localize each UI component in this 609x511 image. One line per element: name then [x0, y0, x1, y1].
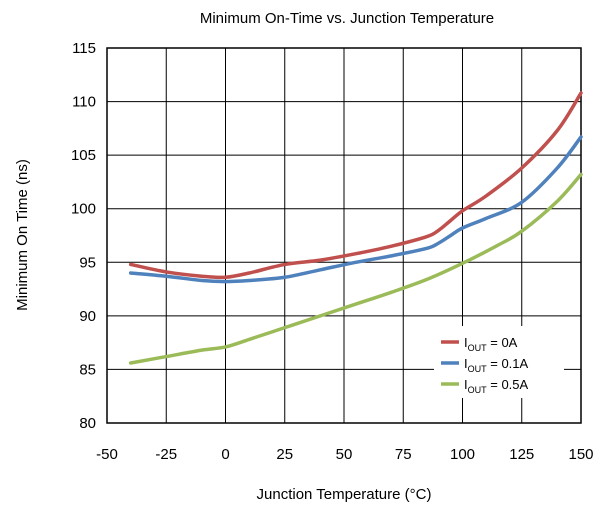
y-tick-label: 85 [79, 361, 96, 378]
y-tick-label: 110 [72, 94, 96, 111]
legend-label-2: IOUT = 0.5A [464, 377, 529, 395]
x-tick-label: 100 [450, 446, 475, 463]
plot-frame [106, 47, 582, 424]
x-axis-label: Junction Temperature (°C) [257, 486, 432, 503]
y-tick-label: 80 [79, 415, 96, 432]
x-tick-label: 75 [395, 446, 412, 463]
series-line-0 [128, 91, 583, 280]
y-tick-label: 95 [79, 254, 96, 271]
legend-label-1: IOUT = 0.1A [464, 356, 529, 374]
series-line-2 [128, 172, 583, 365]
series-line-1 [128, 135, 583, 284]
y-tick-label: 115 [72, 40, 96, 57]
x-tick-label: -50 [96, 446, 118, 463]
legend-label-0: IOUT = 0A [464, 335, 518, 353]
x-tick-label: 25 [276, 446, 293, 463]
y-tick-label: 90 [79, 308, 96, 325]
x-tick-label: -25 [155, 446, 177, 463]
y-tick-label: 100 [71, 201, 96, 218]
y-tick-label: 105 [71, 147, 96, 164]
chart-title: Minimum On-Time vs. Junction Temperature [200, 10, 494, 27]
y-tick-labels: 80 85 90 95 100 105 110 115 [71, 40, 96, 432]
x-tick-label: 125 [509, 446, 534, 463]
x-tick-labels: -50 -25 0 25 50 75 100 125 150 [96, 446, 593, 463]
legend: IOUT = 0A IOUT = 0.1A IOUT = 0.5A [434, 326, 564, 398]
series-lines [128, 91, 583, 365]
x-tick-label: 0 [221, 446, 229, 463]
x-tick-label: 150 [568, 446, 593, 463]
plot-border [106, 47, 582, 424]
x-tick-label: 50 [336, 446, 353, 463]
y-axis-label: Minimum On Time (ns) [14, 159, 31, 311]
